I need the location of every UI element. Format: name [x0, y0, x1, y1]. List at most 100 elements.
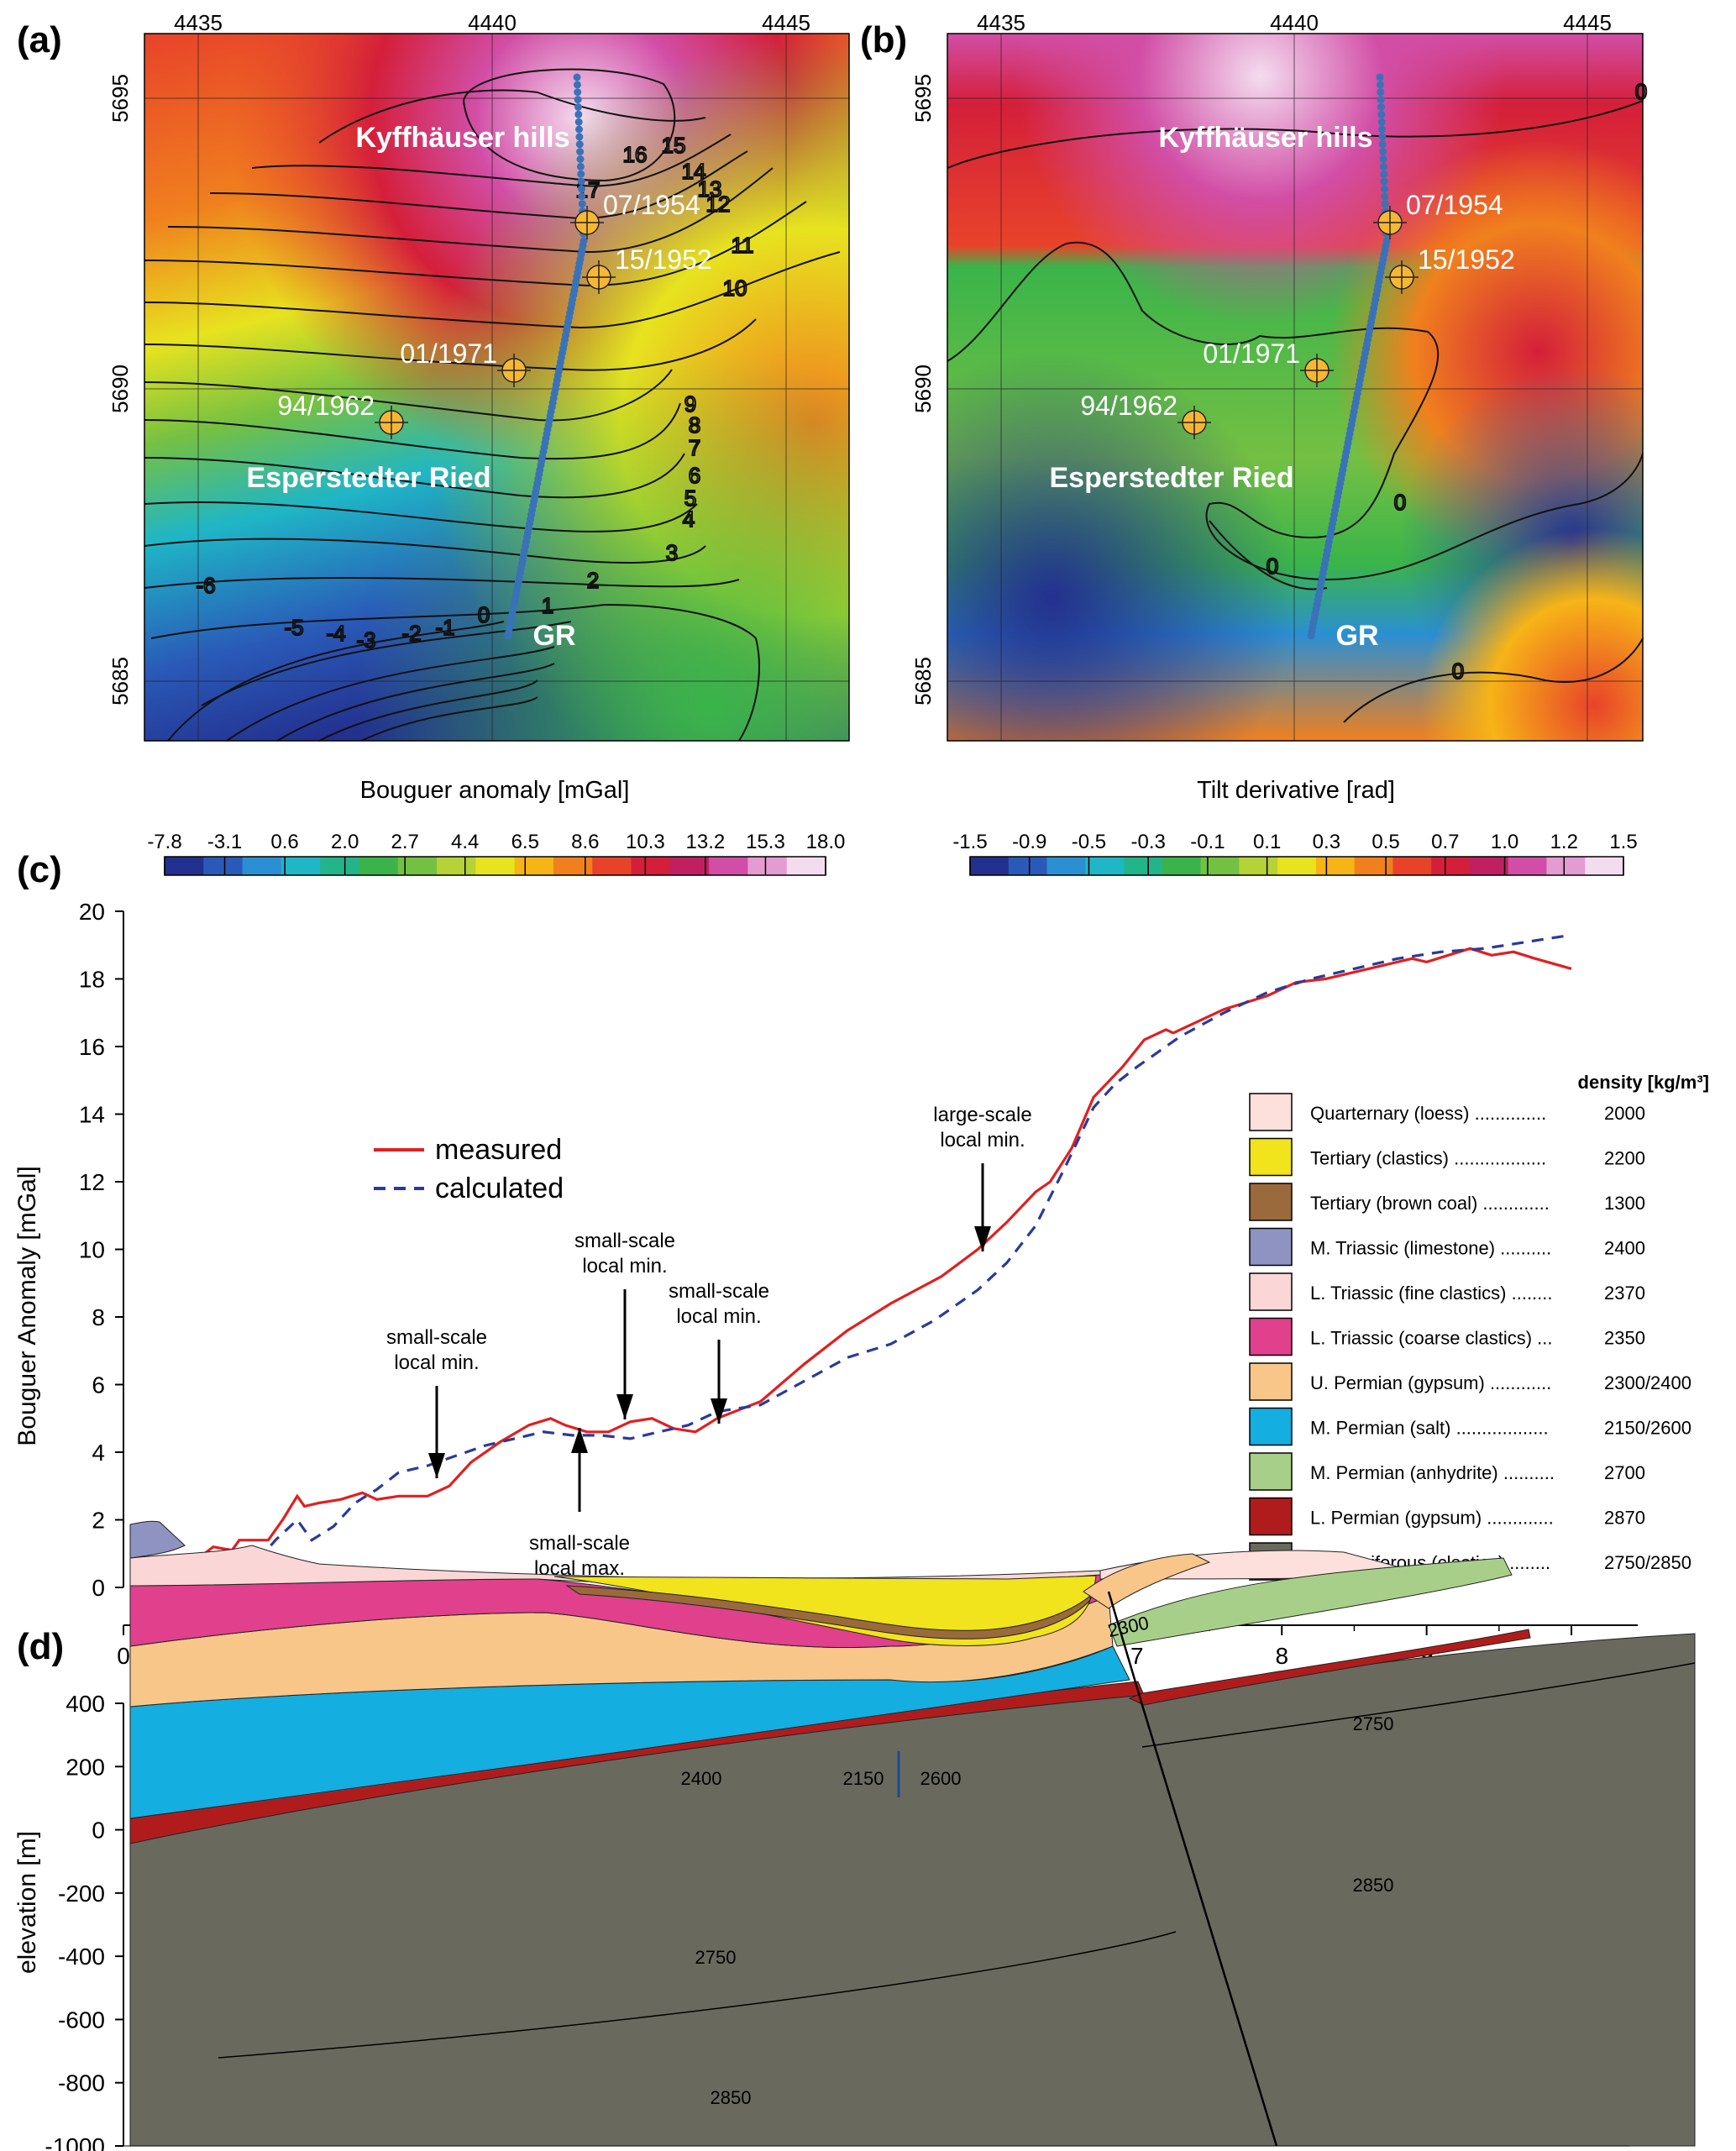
profile-point — [574, 110, 583, 118]
profile-point — [1381, 192, 1389, 201]
place-label: Kyffhäuser hills — [355, 122, 569, 154]
profile-point — [1377, 118, 1386, 126]
annotation-text: local min. — [394, 1351, 479, 1374]
well-marker[interactable] — [570, 206, 604, 239]
colorbar-swatch — [475, 857, 516, 875]
colorbar-swatch — [1585, 857, 1624, 875]
place-label: Esperstedter Ried — [1050, 462, 1294, 494]
colorbar-swatch — [1546, 857, 1586, 875]
colorbar-swatch — [1315, 857, 1356, 875]
profile-point — [575, 133, 584, 141]
profile-point — [574, 96, 582, 104]
y-tick-label: 20 — [79, 899, 105, 925]
y-tick-label: 12 — [79, 1169, 105, 1195]
colorbar-swatch — [1354, 857, 1393, 875]
series-calculated — [151, 933, 1572, 1603]
contour-line — [360, 696, 538, 742]
colorbar-tick-label: -1.5 — [952, 831, 987, 853]
legend-calculated-label: calculated — [435, 1173, 564, 1204]
colorbar-swatch — [1162, 857, 1202, 875]
panel-b-left-tick: 5690 — [910, 365, 936, 413]
well-marker[interactable] — [1300, 354, 1334, 387]
profile-point — [1378, 133, 1387, 141]
density-value: 2700 — [1604, 1462, 1645, 1483]
profile-point — [573, 73, 581, 81]
panel-a-top-tick: 4445 — [762, 10, 810, 35]
panel-b-contours: 0 0 0 0 — [947, 78, 1648, 723]
colorbar-swatch — [709, 857, 748, 875]
y-tick-label: 8 — [92, 1304, 105, 1330]
section-density-label: 2600 — [920, 1768, 962, 1789]
well-label: 07/1954 — [603, 190, 700, 220]
density-value: 2370 — [1604, 1283, 1645, 1304]
place-label: Esperstedter Ried — [247, 462, 491, 494]
profile-point — [578, 185, 585, 193]
panel-b-frame — [947, 33, 1644, 742]
y-tick-label: 2 — [92, 1508, 105, 1534]
well-marker[interactable] — [1385, 260, 1419, 294]
density-layer-name: Quarternary (loess) .............. — [1310, 1103, 1546, 1124]
density-legend-item: L. Triassic (coarse clastics) ... 2350 — [1249, 1317, 1645, 1356]
legend-measured-label: measured — [435, 1134, 562, 1166]
well-marker[interactable] — [497, 354, 531, 387]
panel-b-left-tick: 5685 — [910, 657, 936, 706]
density-swatch — [1249, 1272, 1293, 1311]
density-legend-item: L. Permian (gypsum) ............. 2870 — [1249, 1497, 1645, 1536]
density-value: 2870 — [1604, 1508, 1645, 1529]
well-marker[interactable] — [582, 260, 616, 294]
annotation-text: local min. — [940, 1129, 1025, 1152]
colorbar-swatch — [970, 857, 1010, 875]
profile-point — [1377, 96, 1385, 104]
colorbar-swatch — [397, 857, 438, 875]
panel-d-letter: (d) — [17, 1626, 64, 1667]
density-legend-item: Quarternary (loess) .............. 2000 — [1249, 1093, 1645, 1131]
contour-line — [144, 251, 841, 329]
panel-b-top-tick: 4440 — [1270, 10, 1319, 35]
contour-line — [144, 501, 698, 533]
contour-line — [144, 538, 706, 564]
section-y-tick-label: -600 — [58, 2007, 105, 2033]
colorbar-tick-label: 0.1 — [1253, 831, 1281, 853]
contour-label: -4 — [326, 621, 345, 646]
density-swatch — [1249, 1227, 1293, 1267]
colorbar-swatch — [553, 857, 593, 875]
well-marker[interactable] — [1177, 406, 1211, 439]
profile-point — [1381, 185, 1388, 193]
density-value: 2200 — [1604, 1148, 1645, 1169]
colorbar-tick-label: -0.9 — [1012, 831, 1046, 853]
x-tick-label: 7 — [1130, 1643, 1144, 1669]
contour-label: 14 — [682, 159, 706, 184]
profile-point — [576, 155, 585, 163]
well-label: 94/1962 — [1080, 391, 1177, 421]
colorbar-tick-label: 2.0 — [331, 831, 359, 853]
colorbar-tick-label: 18.0 — [806, 831, 846, 853]
well-marker[interactable] — [375, 406, 408, 439]
density-value: 2300/2400 — [1604, 1372, 1691, 1393]
contour-line — [150, 603, 760, 742]
contour-label: 0 — [1452, 658, 1464, 684]
well-marker[interactable] — [1373, 206, 1407, 239]
annotation: large-scale local min. — [933, 1104, 1032, 1251]
density-swatch — [1249, 1183, 1293, 1221]
colorbar-tick-label: 15.3 — [746, 831, 785, 853]
place-label: Kyffhäuser hills — [1158, 122, 1372, 154]
profile-point — [1377, 103, 1385, 111]
section-y-tick-label: -400 — [58, 1944, 105, 1970]
panel-d-ylabel: elevation [m] — [13, 1831, 41, 1974]
density-legend: density [kg/m³] Quarternary (loess) ....… — [1249, 1072, 1709, 1581]
contour-line — [318, 89, 706, 144]
contour-line — [144, 453, 685, 499]
colorbar-b-title: Tilt derivative [rad] — [1197, 777, 1395, 804]
contour-label: 1 — [542, 593, 553, 618]
density-swatch — [1249, 1407, 1293, 1446]
profile-point — [1377, 110, 1386, 118]
panel-c-legend: measured calculated — [374, 1134, 564, 1204]
colorbar-tick-label: 6.5 — [511, 831, 539, 853]
panel-a-top-tick: 4435 — [174, 10, 223, 35]
profile-point — [575, 125, 583, 134]
contour-line — [226, 646, 555, 742]
contour-label: 10 — [723, 275, 747, 301]
